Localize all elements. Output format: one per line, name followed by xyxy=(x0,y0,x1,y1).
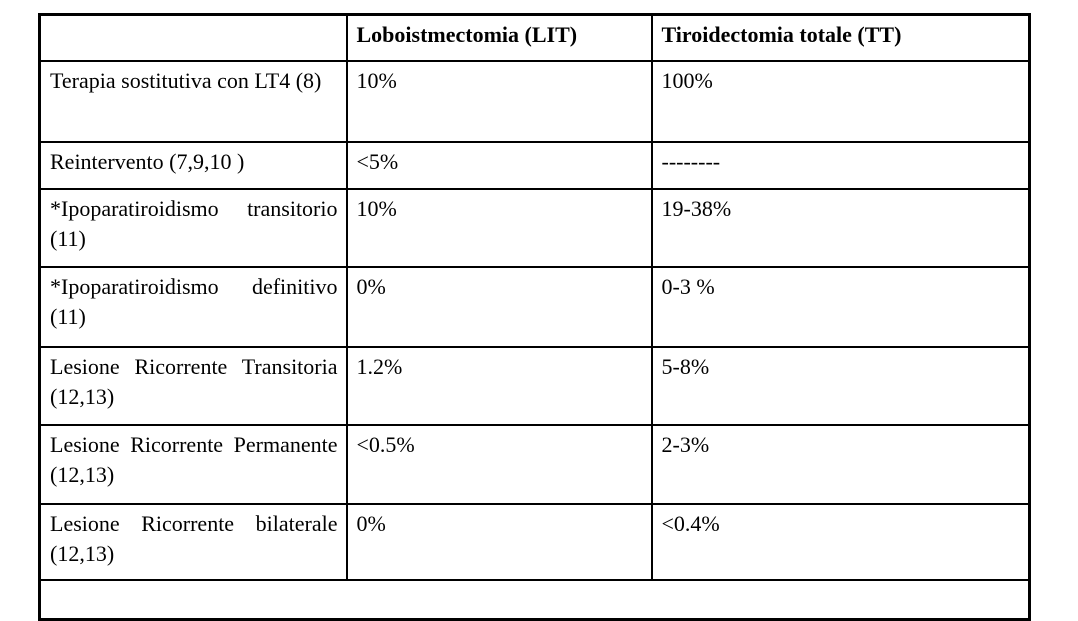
table-row: Lesione Ricorrente Transitoria (12,13) 1… xyxy=(38,345,1031,426)
lit-value-cell: 1.2% xyxy=(345,345,653,426)
row-label-cell: Terapia sostitutiva con LT4 (8) xyxy=(38,59,348,143)
row-label-cell: *Ipoparatiroidismo transitorio (11) xyxy=(38,187,348,268)
row-label-cell: Lesione Ricorrente Permanente (12,13) xyxy=(38,423,348,505)
lit-value-cell: 0% xyxy=(345,502,653,581)
table-row: Terapia sostitutiva con LT4 (8) 10% 100% xyxy=(38,59,1031,143)
lit-value-cell: 10% xyxy=(345,187,653,268)
lit-value-cell: 0% xyxy=(345,265,653,348)
document-page: Loboistmectomia (LIT) Tiroidectomia tota… xyxy=(38,13,1031,621)
row-label-cell: Lesione Ricorrente Transitoria (12,13) xyxy=(38,345,348,426)
table-row: Lesione Ricorrente Permanente (12,13) <0… xyxy=(38,423,1031,505)
tt-value-cell: 19-38% xyxy=(650,187,1031,268)
tt-value-cell: 5-8% xyxy=(650,345,1031,426)
header-empty-cell xyxy=(38,13,348,62)
row-label-cell: Lesione Ricorrente bilaterale (12,13) xyxy=(38,502,348,581)
tt-value-cell: <0.4% xyxy=(650,502,1031,581)
table-row: Reintervento (7,9,10 ) <5% -------- xyxy=(38,140,1031,190)
header-tt-cell: Tiroidectomia totale (TT) xyxy=(650,13,1031,62)
lit-value-cell: 10% xyxy=(345,59,653,143)
row-label-cell: *Ipoparatiroidismo definitivo (11) xyxy=(38,265,348,348)
tt-value-cell: -------- xyxy=(650,140,1031,190)
table-row: Lesione Ricorrente bilaterale (12,13) 0%… xyxy=(38,502,1031,581)
table-row: *Ipoparatiroidismo transitorio (11) 10% … xyxy=(38,187,1031,268)
tt-value-cell: 2-3% xyxy=(650,423,1031,505)
table-header-row: Loboistmectomia (LIT) Tiroidectomia tota… xyxy=(38,13,1031,62)
tt-value-cell: 0-3 % xyxy=(650,265,1031,348)
footnote-row xyxy=(38,578,1031,620)
table-row: *Ipoparatiroidismo definitivo (11) 0% 0-… xyxy=(38,265,1031,348)
header-lit-cell: Loboistmectomia (LIT) xyxy=(345,13,653,62)
comparison-table: Loboistmectomia (LIT) Tiroidectomia tota… xyxy=(38,13,1031,621)
tt-value-cell: 100% xyxy=(650,59,1031,143)
row-label-cell: Reintervento (7,9,10 ) xyxy=(38,140,348,190)
lit-value-cell: <0.5% xyxy=(345,423,653,505)
footnote-cell xyxy=(38,578,1031,620)
lit-value-cell: <5% xyxy=(345,140,653,190)
